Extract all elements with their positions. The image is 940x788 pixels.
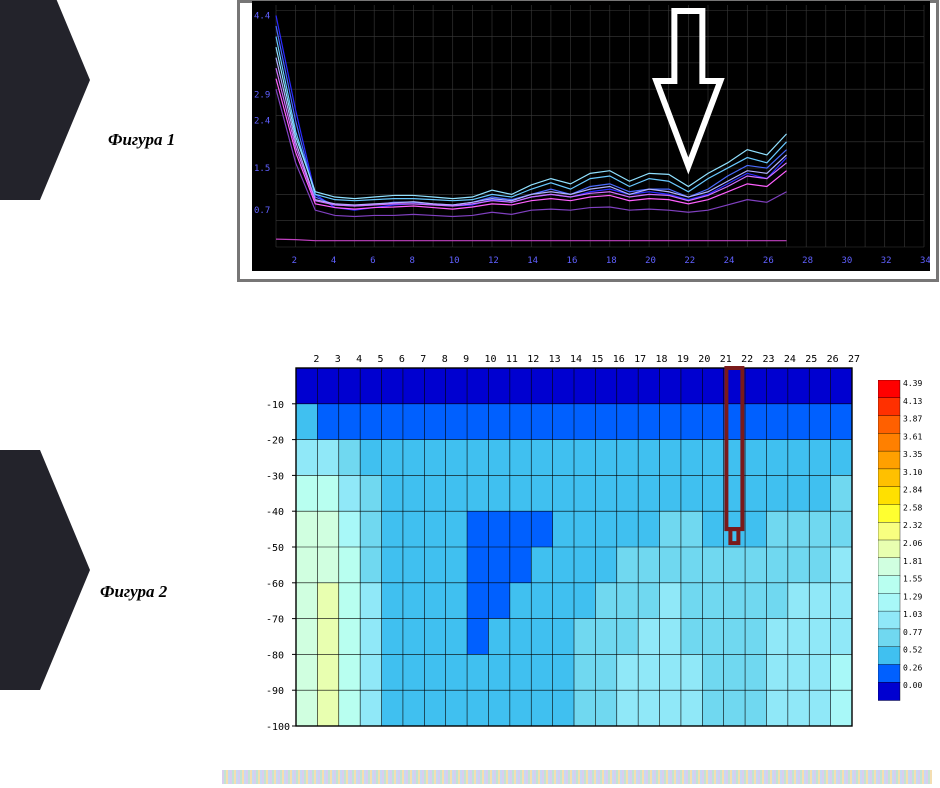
pointer-fig1 bbox=[0, 0, 90, 200]
svg-text:27: 27 bbox=[848, 354, 860, 365]
figure-1-frame: 0.71.52.42.94.42468101214161820222426283… bbox=[237, 0, 939, 282]
svg-text:15: 15 bbox=[591, 354, 603, 365]
svg-text:1.5: 1.5 bbox=[254, 164, 270, 174]
svg-text:23: 23 bbox=[762, 354, 774, 365]
svg-text:18: 18 bbox=[606, 256, 617, 266]
svg-text:16: 16 bbox=[567, 256, 578, 266]
svg-text:0.77: 0.77 bbox=[903, 628, 922, 637]
svg-text:14: 14 bbox=[527, 256, 538, 266]
svg-text:-30: -30 bbox=[266, 471, 284, 482]
svg-text:-40: -40 bbox=[266, 507, 284, 518]
svg-text:0.7: 0.7 bbox=[254, 206, 270, 216]
svg-text:6: 6 bbox=[370, 256, 375, 266]
svg-text:0.52: 0.52 bbox=[903, 646, 922, 655]
svg-text:26: 26 bbox=[763, 256, 774, 266]
figure-1-line-chart: 0.71.52.42.94.42468101214161820222426283… bbox=[252, 1, 930, 271]
svg-text:30: 30 bbox=[841, 256, 852, 266]
page-root: Фигура 1 Фигура 2 0.71.52.42.94.42468101… bbox=[0, 0, 940, 788]
figure-2-colorbar: 4.39 4.13 3.87 3.61 3.35 3.10 2.84 2.58 2.32 2.06… bbox=[878, 380, 940, 710]
svg-text:4.39: 4.39 bbox=[903, 380, 922, 388]
svg-text:28: 28 bbox=[802, 256, 813, 266]
svg-text:3.35: 3.35 bbox=[903, 450, 922, 459]
svg-text:2.32: 2.32 bbox=[903, 521, 922, 530]
svg-text:4.13: 4.13 bbox=[903, 397, 922, 406]
svg-text:3: 3 bbox=[335, 354, 341, 365]
svg-text:17: 17 bbox=[634, 354, 646, 365]
svg-text:26: 26 bbox=[827, 354, 839, 365]
svg-text:0.26: 0.26 bbox=[903, 663, 922, 672]
pointer-fig2 bbox=[0, 450, 90, 690]
svg-text:12: 12 bbox=[488, 256, 499, 266]
svg-text:2.84: 2.84 bbox=[903, 486, 922, 495]
svg-text:3.61: 3.61 bbox=[903, 432, 922, 441]
svg-text:10: 10 bbox=[449, 256, 460, 266]
svg-text:16: 16 bbox=[613, 354, 625, 365]
svg-text:6: 6 bbox=[399, 354, 405, 365]
svg-text:8: 8 bbox=[409, 256, 414, 266]
svg-text:34: 34 bbox=[920, 256, 930, 266]
svg-text:9: 9 bbox=[463, 354, 469, 365]
svg-text:10: 10 bbox=[484, 354, 496, 365]
svg-text:-20: -20 bbox=[266, 436, 284, 447]
svg-text:1.55: 1.55 bbox=[903, 575, 922, 584]
svg-text:18: 18 bbox=[656, 354, 668, 365]
svg-text:19: 19 bbox=[677, 354, 689, 365]
svg-text:5: 5 bbox=[378, 354, 384, 365]
svg-text:11: 11 bbox=[506, 354, 518, 365]
svg-text:32: 32 bbox=[881, 256, 892, 266]
svg-text:3.10: 3.10 bbox=[903, 468, 922, 477]
svg-text:12: 12 bbox=[527, 354, 539, 365]
label-fig1: Фигура 1 bbox=[108, 130, 175, 150]
svg-text:2: 2 bbox=[292, 256, 297, 266]
svg-text:4: 4 bbox=[356, 354, 362, 365]
svg-text:2: 2 bbox=[313, 354, 319, 365]
svg-text:20: 20 bbox=[698, 354, 710, 365]
svg-text:1.81: 1.81 bbox=[903, 557, 922, 566]
svg-text:2.4: 2.4 bbox=[254, 117, 270, 127]
svg-text:22: 22 bbox=[684, 256, 695, 266]
footer-texture bbox=[222, 770, 932, 784]
svg-text:2.06: 2.06 bbox=[903, 539, 922, 548]
svg-text:-10: -10 bbox=[266, 400, 284, 411]
svg-text:24: 24 bbox=[784, 354, 796, 365]
svg-text:7: 7 bbox=[420, 354, 426, 365]
svg-text:2.58: 2.58 bbox=[903, 503, 922, 512]
svg-text:-80: -80 bbox=[266, 650, 284, 661]
svg-text:4.4: 4.4 bbox=[254, 12, 270, 22]
svg-text:2.9: 2.9 bbox=[254, 90, 270, 100]
svg-text:0.00: 0.00 bbox=[903, 681, 922, 690]
svg-text:21: 21 bbox=[720, 354, 732, 365]
svg-text:-50: -50 bbox=[266, 543, 284, 554]
figure-2-heatmap: 2345678910111213141516171819202122232425… bbox=[251, 340, 931, 740]
svg-text:24: 24 bbox=[724, 256, 735, 266]
svg-text:-70: -70 bbox=[266, 615, 284, 626]
label-fig2: Фигура 2 bbox=[100, 582, 167, 602]
svg-text:25: 25 bbox=[805, 354, 817, 365]
svg-text:3.87: 3.87 bbox=[903, 415, 922, 424]
svg-text:1.03: 1.03 bbox=[903, 610, 922, 619]
svg-text:-90: -90 bbox=[266, 686, 284, 697]
svg-text:13: 13 bbox=[549, 354, 561, 365]
svg-text:-60: -60 bbox=[266, 579, 284, 590]
svg-text:20: 20 bbox=[645, 256, 656, 266]
svg-text:14: 14 bbox=[570, 354, 582, 365]
svg-text:1.29: 1.29 bbox=[903, 592, 922, 601]
svg-text:8: 8 bbox=[442, 354, 448, 365]
svg-text:22: 22 bbox=[741, 354, 753, 365]
svg-text:-100: -100 bbox=[266, 722, 290, 733]
svg-text:4: 4 bbox=[331, 256, 336, 266]
